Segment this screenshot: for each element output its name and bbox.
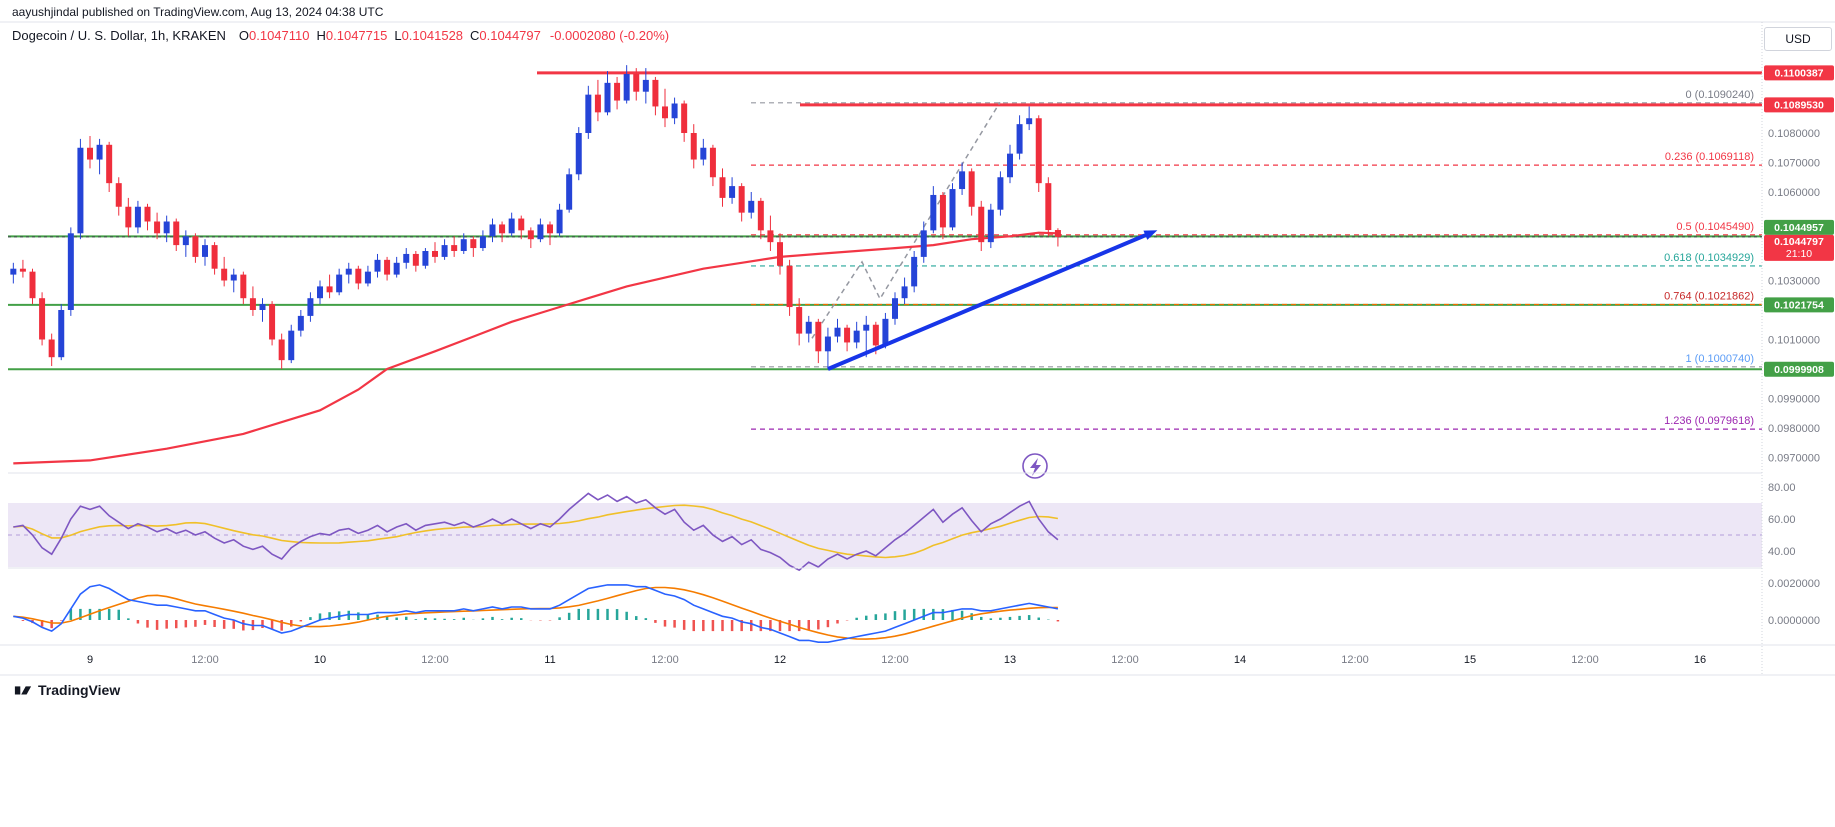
fib-label: 0.5 (0.1045490) [1676,221,1754,233]
price-badge-label: 0.1044957 [1774,222,1824,234]
price-tick-label: 0.0980000 [1768,423,1820,435]
price-badge [1764,65,1834,81]
candles-layer [10,65,1061,369]
price-tick-label: 0.1030000 [1768,276,1820,288]
ohlc-o-label: O [238,28,249,43]
fib-label: 1.236 (0.0979618) [1664,415,1754,427]
price-badge [1764,234,1834,261]
ohlc-c-label: C [470,28,480,43]
tradingview-logo-text: TradingView [38,682,121,698]
price-badge [1764,361,1834,377]
price-tick-label: 0.0970000 [1768,453,1820,465]
fib-label: 1 (0.1000740) [1686,353,1755,365]
macd-signal-line [13,586,1058,640]
time-tick-label: 12:00 [1111,654,1139,666]
rsi-tick-label: 60.00 [1768,514,1796,526]
fib-label: 0.618 (0.1034929) [1664,252,1754,264]
price-tick-label: 0.1060000 [1768,187,1820,199]
time-tick-label: 11 [544,654,555,666]
time-tick-label: 14 [1234,654,1246,666]
fib-label: 0.236 (0.1069118) [1665,151,1754,163]
macd-histogram [21,608,1060,632]
price-badge-label: 0.0999908 [1774,364,1824,376]
ohlc-h-value: 0.1047715 [325,28,388,43]
rsi-tick-label: 40.00 [1768,546,1796,558]
price-tick-label: 0.1070000 [1768,158,1820,170]
price-badge-label: 0.1044797 [1774,236,1824,248]
currency-button[interactable]: USD [1764,27,1832,51]
time-tick-label: 12:00 [421,654,449,666]
tradingview-logo-icon [14,686,32,695]
price-badge-label: 0.1089530 [1774,99,1824,111]
time-tick-label: 15 [1464,654,1476,666]
price-badge [1764,297,1834,313]
rsi-line [13,492,1059,572]
ohlc-c-value: 0.1044797 [479,28,541,43]
trendline-arrow [1143,230,1158,240]
price-badge [1764,219,1834,235]
projection-dashed-line [811,101,1001,339]
symbol-title[interactable]: Dogecoin / U. S. Dollar, 1h, KRAKEN [12,28,226,43]
macd-tick-label: 0.0000000 [1768,615,1820,627]
rsi-band [8,503,1762,567]
time-tick-label: 16 [1694,654,1706,666]
price-tick-label: 0.1010000 [1768,335,1820,347]
trendline[interactable] [827,231,1151,371]
time-tick-label: 12 [774,654,786,666]
fib-label: 0 (0.1090240) [1686,89,1755,101]
price-tick-label: 0.1080000 [1768,128,1820,140]
rsi-ma-line [13,504,1059,559]
publish-info: aayushjindal published on TradingView.co… [12,5,384,19]
ohlc-o-value: 0.1047110 [249,28,310,43]
flash-icon-bolt [1030,458,1041,476]
ohlc-h-label: H [316,28,326,43]
price-badge-label: 0.1021754 [1774,299,1824,311]
time-axis[interactable] [0,645,1835,675]
fib-label: 0.764 (0.1021862) [1664,291,1754,303]
rsi-tick-label: 80.00 [1768,482,1796,494]
price-axis[interactable] [1762,22,1835,675]
price-badge [1764,97,1834,113]
time-tick-label: 13 [1004,654,1016,666]
macd-line [13,584,1059,643]
price-badge-label: 0.1100387 [1774,67,1823,79]
tradingview-logo[interactable]: TradingView [14,681,120,699]
moving-average-line [13,231,1058,465]
time-tick-label: 9 [87,654,93,666]
time-tick-label: 12:00 [1571,654,1599,666]
price-tick-label: 0.0990000 [1768,394,1820,406]
time-tick-label: 12:00 [1341,654,1369,666]
time-tick-label: 10 [314,654,326,666]
symbol-header: Dogecoin / U. S. Dollar, 1h, KRAKEN O0.10… [12,28,669,43]
time-tick-label: 12:00 [881,654,909,666]
change-value: -0.0002080 (-0.20%) [549,28,670,43]
ohlc-l-label: L [394,28,402,43]
time-tick-label: 12:00 [191,654,219,666]
ohlc-l-value: 0.1041528 [401,28,464,43]
price-badge-countdown: 21:10 [1786,248,1812,260]
time-tick-label: 12:00 [651,654,679,666]
macd-tick-label: 0.0020000 [1768,578,1820,590]
